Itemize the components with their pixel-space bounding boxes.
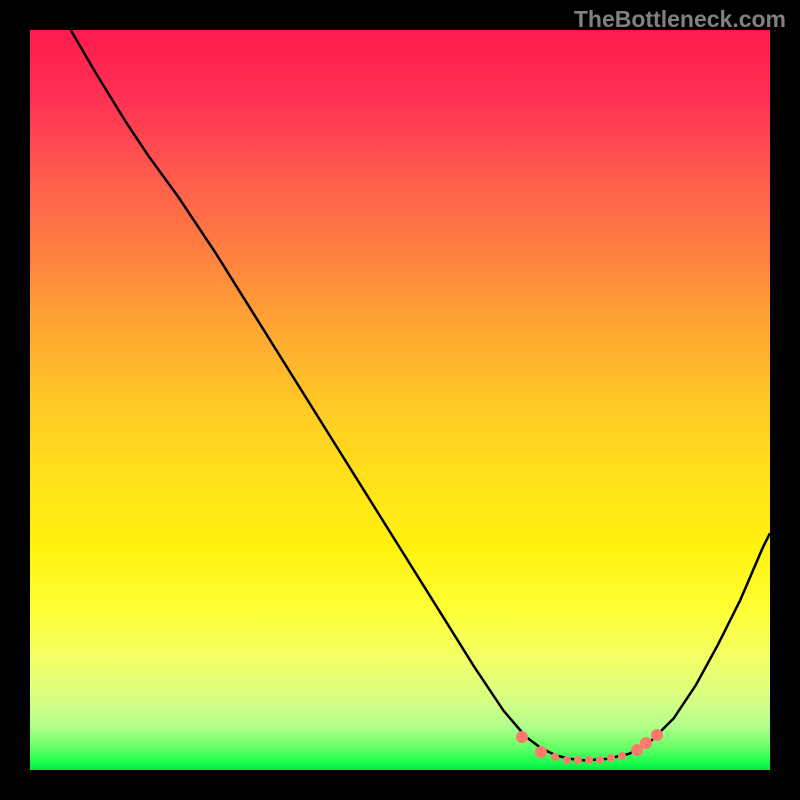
curve-marker <box>535 746 547 758</box>
curve-marker <box>607 754 615 762</box>
curve-marker <box>618 752 626 760</box>
curve-marker <box>516 731 528 743</box>
curve-marker <box>596 756 604 764</box>
plot-area <box>30 30 770 770</box>
curve-marker <box>640 737 652 749</box>
curve-marker <box>574 756 582 764</box>
curve-marker <box>585 756 593 764</box>
marker-layer <box>30 30 770 770</box>
curve-marker <box>551 753 559 761</box>
watermark-text: TheBottleneck.com <box>574 6 786 33</box>
curve-marker <box>563 756 571 764</box>
curve-marker <box>651 729 663 741</box>
